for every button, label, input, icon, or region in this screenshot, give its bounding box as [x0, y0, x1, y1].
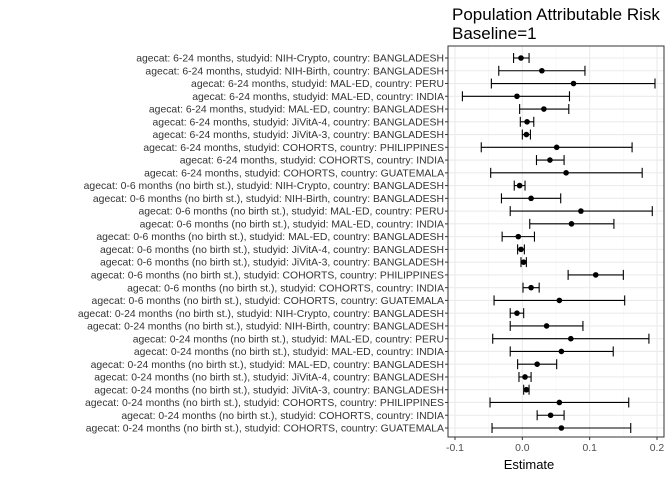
- y-tick-label: agecat: 6-24 months, studyid: COHORTS, c…: [143, 143, 444, 154]
- y-tick-label: agecat: 0-24 months (no birth st.), stud…: [94, 373, 444, 384]
- y-tick-label: agecat: 0-6 months (no birth st.), study…: [100, 258, 444, 269]
- estimate-point: [528, 195, 534, 202]
- estimate-point: [578, 208, 584, 214]
- estimate-point: [528, 284, 534, 291]
- y-tick-label: agecat: 6-24 months, studyid: MAL-ED, co…: [149, 105, 444, 116]
- estimate-point: [514, 93, 520, 100]
- y-tick-label: agecat: 0-24 months (no birth st.), stud…: [134, 347, 444, 358]
- y-tick-label: agecat: 0-24 months (no birth st.), stud…: [94, 385, 444, 396]
- y-tick-label: agecat: 0-6 months (no birth st.), study…: [100, 245, 444, 256]
- estimate-point: [570, 80, 577, 87]
- panel-border: [447, 45, 665, 438]
- y-tick-label: agecat: 6-24 months, studyid: NIH-Crypto…: [136, 54, 444, 65]
- y-tick-label: agecat: 6-24 months, studyid: MAL-ED, co…: [192, 92, 444, 103]
- y-tick-label: agecat: 0-6 months (no birth st.), study…: [140, 219, 444, 230]
- y-tick-label: agecat: 0-24 months (no birth st.), stud…: [121, 411, 444, 422]
- y-tick-label: agecat: 0-6 months (no birth st.), study…: [127, 283, 444, 294]
- grid-lines: [448, 46, 664, 437]
- estimate-point: [547, 157, 553, 163]
- chart-title: Population Attributable Risk: [452, 5, 660, 24]
- estimate-point: [541, 106, 547, 112]
- estimate-marks: [461, 53, 656, 433]
- y-tick-label: agecat: 0-6 months (no birth st.), study…: [91, 270, 444, 281]
- estimate-point: [568, 221, 575, 227]
- y-tick-label: agecat: 0-24 months (no birth st.), stud…: [86, 424, 444, 435]
- y-tick-label: agecat: 6-24 months, studyid: JiVitA-3, …: [153, 130, 444, 141]
- estimate-point: [553, 144, 560, 151]
- y-tick-label: agecat: 0-6 months (no birth st.), study…: [139, 207, 445, 218]
- y-tick-label: agecat: 0-24 months (no birth st.), stud…: [78, 309, 444, 320]
- estimate-point: [522, 374, 528, 380]
- estimate-point: [547, 412, 554, 419]
- x-tick-label: 0.0: [515, 443, 530, 454]
- estimate-point: [520, 259, 527, 265]
- y-tick-label: agecat: 0-6 months (no birth st.), study…: [96, 232, 444, 243]
- estimate-point: [534, 361, 540, 368]
- y-tick-label: agecat: 0-24 months (no birth st.), stud…: [91, 360, 444, 371]
- chart-subtitle: Baseline=1: [452, 24, 537, 43]
- estimate-point: [556, 399, 563, 406]
- y-tick-label: agecat: 0-6 months (no birth st.), study…: [93, 194, 444, 205]
- x-axis-title: Estimate: [504, 457, 555, 472]
- estimate-point: [563, 170, 569, 176]
- estimate-point: [515, 233, 522, 240]
- y-tick-label: agecat: 6-24 months, studyid: JiVitA-4, …: [153, 117, 444, 128]
- y-tick-label: agecat: 0-24 months (no birth st.), stud…: [87, 322, 444, 333]
- y-tick-label: agecat: 6-24 months, studyid: NIH-Birth,…: [145, 66, 444, 77]
- estimate-point: [539, 67, 545, 74]
- y-tick-label: agecat: 6-24 months, studyid: COHORTS, c…: [180, 156, 444, 167]
- estimate-point: [556, 297, 563, 304]
- y-tick-label: agecat: 0-6 months (no birth st.), study…: [92, 296, 445, 307]
- estimate-point: [516, 182, 523, 189]
- estimate-point: [518, 55, 524, 61]
- y-tick-label: agecat: 6-24 months, studyid: COHORTS, c…: [144, 168, 444, 179]
- estimate-point: [523, 386, 530, 393]
- estimate-point: [568, 335, 574, 342]
- estimate-point: [523, 131, 530, 138]
- estimate-point: [558, 425, 565, 431]
- y-tick-label: agecat: 6-24 months, studyid: MAL-ED, co…: [191, 79, 444, 90]
- y-tick-label: agecat: 0-24 months (no birth st.), stud…: [133, 334, 444, 345]
- estimate-point: [592, 272, 599, 278]
- estimate-point: [518, 246, 524, 253]
- y-tick-label: agecat: 0-24 months (no birth st.), stud…: [85, 398, 444, 409]
- estimate-point: [524, 118, 530, 125]
- estimate-point: [543, 323, 550, 329]
- x-tick-label: 0.2: [650, 443, 665, 454]
- y-axis-labels: agecat: 6-24 months, studyid: NIH-Crypto…: [78, 54, 448, 435]
- estimate-point: [514, 310, 520, 316]
- x-axis: -0.1 0.0 0.1 0.2: [446, 437, 664, 454]
- x-tick-label: 0.1: [582, 443, 597, 454]
- estimate-point: [558, 348, 565, 355]
- x-tick-label: -0.1: [446, 443, 464, 454]
- y-tick-label: agecat: 0-6 months (no birth st.), study…: [84, 181, 444, 192]
